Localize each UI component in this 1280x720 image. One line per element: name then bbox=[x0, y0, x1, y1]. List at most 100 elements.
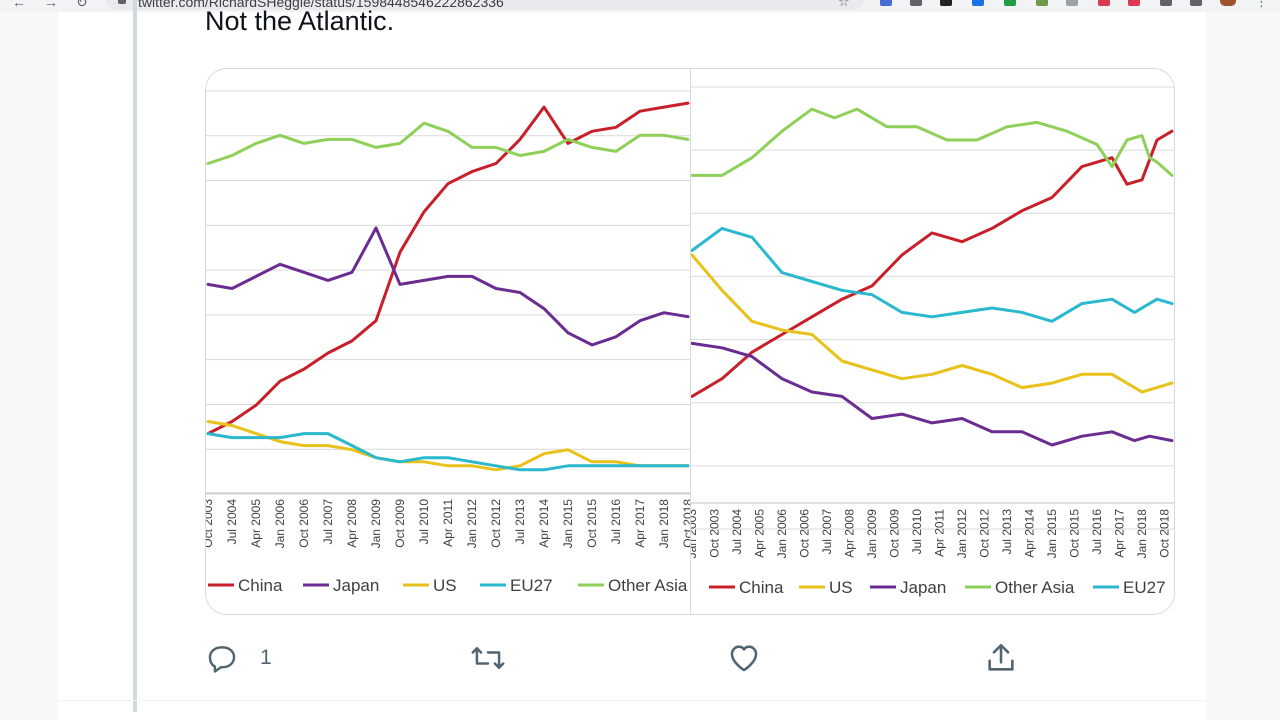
x-tick-label: Apr 2017 bbox=[1113, 509, 1127, 558]
x-tick-label: Jul 2010 bbox=[417, 499, 431, 545]
chart-left: Oct 2003 Jul 2004 Apr 2005 Jan 2006 Oct 2006… bbox=[206, 69, 690, 614]
x-tick-label: Jul 2004 bbox=[225, 499, 239, 545]
x-tick-label: Jan 2012 bbox=[955, 509, 969, 559]
legend-label: Japan bbox=[900, 578, 946, 597]
x-tick-label: Oct 2018 bbox=[681, 499, 690, 548]
x-tick-label: Apr 2014 bbox=[1023, 509, 1037, 558]
x-tick-label: Jan 2012 bbox=[465, 499, 479, 549]
share-icon[interactable] bbox=[983, 640, 1019, 676]
nav-buttons: ← → ↻ bbox=[12, 0, 88, 11]
legend-label: US bbox=[433, 576, 457, 595]
series-line-us bbox=[691, 253, 1174, 394]
x-tick-label: Oct 2012 bbox=[978, 509, 992, 558]
x-tick-label: Oct 2015 bbox=[1068, 509, 1082, 558]
x-tick-label: Jul 2013 bbox=[1000, 509, 1014, 555]
thread-connector-line bbox=[133, 0, 137, 712]
x-tick-label: Jul 2016 bbox=[609, 499, 623, 545]
x-tick-label: Oct 2009 bbox=[393, 499, 407, 548]
extension-icon[interactable] bbox=[972, 0, 984, 6]
x-tick-label: Oct 2006 bbox=[798, 509, 812, 558]
legend-label: US bbox=[829, 578, 853, 597]
x-tick-label: Oct 2003 bbox=[206, 499, 215, 548]
legend-label: Japan bbox=[333, 576, 379, 595]
x-tick-label: Jan 2015 bbox=[1045, 509, 1059, 559]
x-tick-label: Jan 2018 bbox=[1135, 509, 1149, 559]
series-line-other-asia bbox=[206, 121, 690, 165]
x-tick-label: Jul 2007 bbox=[321, 499, 335, 545]
extension-icon[interactable] bbox=[910, 0, 922, 6]
x-tick-label: Jan 2015 bbox=[561, 499, 575, 549]
bookmark-star-icon[interactable]: ☆ bbox=[838, 0, 850, 9]
browser-toolbar: ← → ↻ twitter.com/RichardSHeggie/status/… bbox=[0, 0, 1280, 12]
extension-icon[interactable] bbox=[1128, 0, 1140, 6]
extension-icon[interactable] bbox=[1098, 0, 1110, 6]
tweet-separator bbox=[58, 700, 1206, 701]
legend-label: EU27 bbox=[1123, 578, 1166, 597]
reply-icon[interactable] bbox=[204, 640, 240, 676]
series-line-eu27 bbox=[691, 226, 1174, 323]
series-line-us bbox=[206, 420, 690, 472]
x-tick-label: Apr 2017 bbox=[633, 499, 647, 548]
series-line-other-asia bbox=[691, 107, 1174, 177]
right-column bbox=[1206, 12, 1280, 720]
x-tick-label: Jan 2009 bbox=[369, 499, 383, 549]
extension-icon[interactable] bbox=[1036, 0, 1048, 6]
legend-label: China bbox=[238, 576, 283, 595]
x-tick-label: Apr 2005 bbox=[753, 509, 767, 558]
forward-icon[interactable]: → bbox=[44, 0, 58, 10]
puzzle-icon[interactable] bbox=[1160, 0, 1172, 6]
x-tick-label: Apr 2008 bbox=[843, 509, 857, 558]
legend-label: EU27 bbox=[510, 576, 553, 595]
x-tick-label: Apr 2005 bbox=[249, 499, 263, 548]
legend-label: Other Asia bbox=[608, 576, 688, 595]
avatar[interactable] bbox=[1220, 0, 1236, 6]
series-line-japan bbox=[206, 226, 690, 347]
x-tick-label: Apr 2008 bbox=[345, 499, 359, 548]
x-tick-label: Jul 2004 bbox=[730, 509, 744, 555]
x-tick-label: Jul 2013 bbox=[513, 499, 527, 545]
tweet-media[interactable]: Oct 2003 Jul 2004 Apr 2005 Jan 2006 Oct 2006… bbox=[205, 68, 1175, 615]
x-tick-label: Apr 2011 bbox=[933, 509, 947, 557]
x-tick-label: Oct 2009 bbox=[888, 509, 902, 558]
extension-icon[interactable] bbox=[1066, 0, 1078, 6]
sidebar-icon[interactable] bbox=[1190, 0, 1202, 6]
legend-label: China bbox=[739, 578, 784, 597]
x-tick-label: Jan 2006 bbox=[775, 509, 789, 559]
x-tick-label: Oct 2018 bbox=[1158, 509, 1172, 558]
x-tick-label: Jan 2003 bbox=[691, 509, 699, 559]
tweet-text: Not the Atlantic. bbox=[205, 6, 395, 36]
like-action[interactable] bbox=[726, 636, 762, 680]
reload-icon[interactable]: ↻ bbox=[76, 0, 88, 10]
x-tick-label: Oct 2003 bbox=[708, 509, 722, 558]
lock-icon bbox=[118, 0, 126, 4]
share-action[interactable] bbox=[983, 636, 1019, 680]
address-bar[interactable] bbox=[105, 0, 865, 10]
image-divider bbox=[690, 69, 691, 614]
series-line-eu27 bbox=[206, 432, 690, 472]
heart-icon[interactable] bbox=[726, 640, 762, 676]
retweet-icon[interactable] bbox=[470, 640, 506, 676]
x-tick-label: Jul 2010 bbox=[910, 509, 924, 555]
extension-icon[interactable] bbox=[880, 0, 892, 6]
chart-right: Jan 2003 Oct 2003 Jul 2004 Apr 2005 Jan 2006… bbox=[691, 69, 1174, 614]
url-text[interactable]: twitter.com/RichardSHeggie/status/159844… bbox=[138, 0, 504, 10]
x-tick-label: Jul 2016 bbox=[1090, 509, 1104, 555]
left-column bbox=[0, 12, 58, 720]
series-line-china bbox=[206, 101, 690, 436]
x-tick-label: Jan 2009 bbox=[865, 509, 879, 559]
x-tick-label: Apr 2011 bbox=[441, 499, 455, 547]
reply-action[interactable]: 1 bbox=[204, 636, 272, 680]
x-tick-label: Jul 2007 bbox=[820, 509, 834, 555]
extension-icon[interactable] bbox=[1004, 0, 1016, 6]
retweet-action[interactable] bbox=[470, 636, 506, 680]
reply-count: 1 bbox=[260, 646, 272, 669]
back-icon[interactable]: ← bbox=[12, 0, 26, 10]
kebab-menu-icon[interactable]: ⋮ bbox=[1255, 0, 1268, 9]
x-tick-label: Jan 2006 bbox=[273, 499, 287, 549]
x-tick-label: Apr 2014 bbox=[537, 499, 551, 548]
legend-label: Other Asia bbox=[995, 578, 1075, 597]
x-tick-label: Oct 2012 bbox=[489, 499, 503, 548]
x-tick-label: Oct 2015 bbox=[585, 499, 599, 548]
extension-icon[interactable] bbox=[940, 0, 952, 6]
x-tick-label: Oct 2006 bbox=[297, 499, 311, 548]
